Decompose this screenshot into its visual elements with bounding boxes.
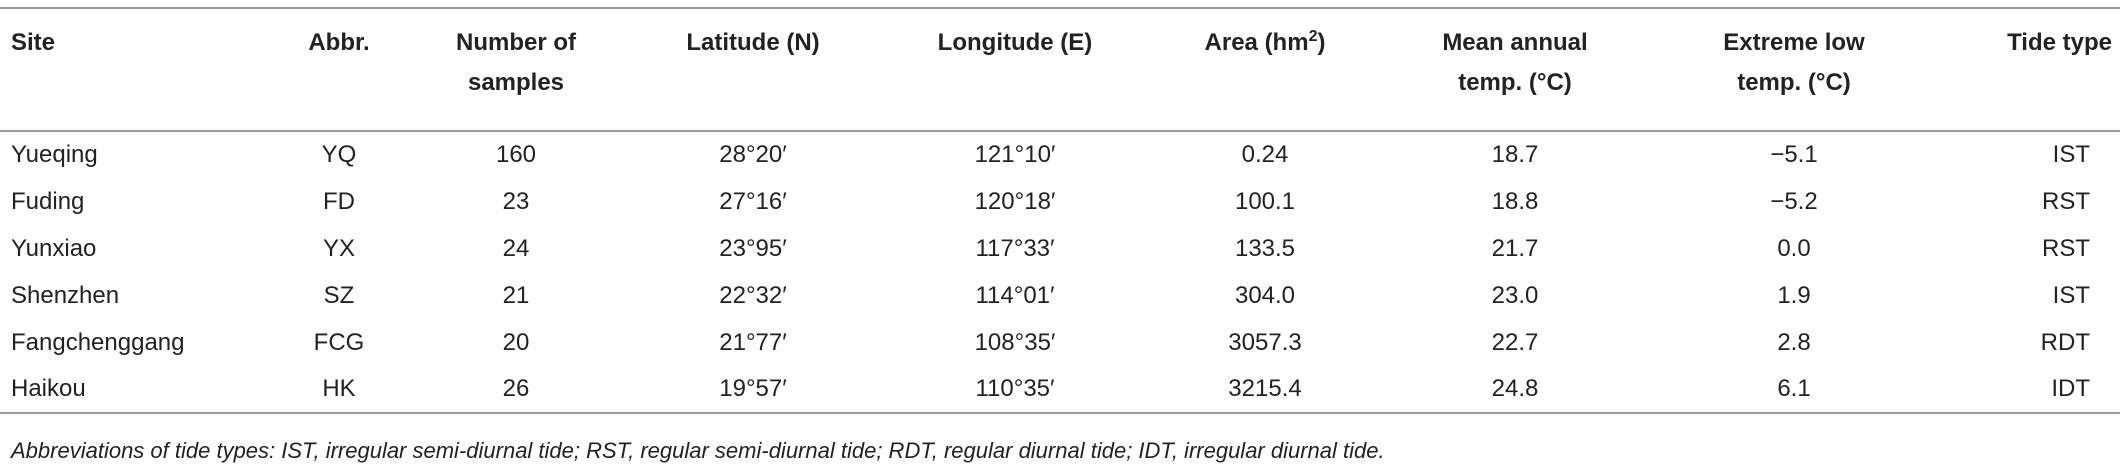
header-cell: Longitude (E)	[937, 29, 1093, 56]
table-cell: Haikou	[11, 375, 86, 402]
table-cell: RST	[2042, 234, 2090, 262]
footnote: Abbreviations of tide types: IST, irregu…	[11, 438, 1385, 463]
table-cell: YX	[322, 234, 355, 262]
table-cell: 24.8	[1491, 375, 1539, 402]
data-table: Site Abbr. Number of samples Latitude (N)…	[0, 7, 2120, 414]
header-cell: Mean annual temp. (°C)	[1390, 8, 1640, 131]
superscript: 2	[1308, 28, 1318, 45]
table-cell: 0.24	[1241, 141, 1289, 168]
table-cell: IDT	[2051, 375, 2090, 402]
table-cell: 108°35′	[974, 328, 1056, 356]
header-line: Extreme low	[1723, 29, 1865, 56]
header-cell: Latitude (N)	[686, 29, 820, 56]
header-row: Site Abbr. Number of samples Latitude (N)…	[0, 8, 2120, 131]
table-cell: 121°10′	[974, 141, 1056, 168]
table-body: Yueqing YQ 160 28°20′ 121°10′ 0.24 18.7 −5.1 IST…	[0, 131, 2120, 413]
table-cell: 26	[502, 375, 530, 402]
header-cell: Area (hm2)	[1140, 8, 1390, 131]
table-cell: HK	[322, 375, 356, 402]
table-row: Yueqing YQ 160 28°20′ 121°10′ 0.24 18.7 −5.1 IST	[0, 131, 2120, 178]
table-cell: 20	[502, 328, 530, 356]
table-cell: 21	[502, 281, 530, 309]
table-cell: 133.5	[1234, 234, 1296, 262]
table-cell: YQ	[321, 141, 357, 168]
table-cell: RST	[2042, 187, 2090, 215]
table-cell: 21.7	[1491, 234, 1539, 262]
table-cell: 110°35′	[975, 375, 1055, 402]
header-line: samples	[467, 69, 565, 96]
table-cell: −5.2	[1770, 187, 1818, 215]
table-cell: 22.7	[1491, 328, 1539, 356]
table-cell: 2.8	[1777, 328, 1811, 356]
header-line: Number of	[456, 29, 576, 56]
header-text: Area (hm	[1204, 29, 1309, 56]
table-row: Fuding FD 23 27°16′ 120°18′ 100.1 18.8 −5.2 RST	[0, 178, 2120, 225]
table-cell: 100.1	[1234, 187, 1296, 215]
table-cell: Shenzhen	[11, 281, 120, 309]
table-cell: RDT	[2040, 328, 2090, 356]
table-cell: IST	[2052, 281, 2090, 309]
table-row: Fangchenggang FCG 20 21°77′ 108°35′ 3057.3 22.…	[0, 319, 2120, 366]
table-row: Shenzhen SZ 21 22°32′ 114°01′ 304.0 23.0 1.9 IST	[0, 272, 2120, 319]
header-line: temp. (°C)	[1737, 69, 1851, 96]
table-cell: 18.7	[1491, 141, 1539, 168]
table-cell: Yueqing	[11, 141, 98, 168]
table-cell: Yunxiao	[11, 234, 97, 262]
table-cell: 160	[495, 141, 537, 168]
header-cell: Site	[11, 29, 56, 56]
header-cell: Tide type	[2007, 29, 2112, 56]
header-cell: Extreme low temp. (°C)	[1640, 8, 1948, 131]
header-line: temp. (°C)	[1458, 69, 1572, 96]
header-cell: Abbr.	[308, 29, 370, 56]
header-line: Mean annual	[1442, 29, 1588, 56]
table-cell: 23°95′	[719, 234, 787, 262]
table-cell: IST	[2052, 141, 2090, 168]
table-cell: 19°57′	[719, 375, 787, 402]
table-cell: 304.0	[1234, 281, 1296, 309]
table-cell: Fangchenggang	[11, 328, 185, 356]
table-cell: 24	[502, 234, 530, 262]
table-cell: 3215.4	[1228, 375, 1302, 402]
table-cell: 22°32′	[719, 281, 787, 309]
table-cell: 114°01′	[975, 281, 1055, 309]
table-cell: 28°20′	[719, 141, 787, 168]
table-cell: 23	[502, 187, 530, 215]
table-cell: 23.0	[1491, 281, 1539, 309]
table-cell: FCG	[313, 328, 365, 356]
table-row: Yunxiao YX 24 23°95′ 117°33′ 133.5 21.7 0.0 RST	[0, 225, 2120, 272]
table-cell: 27°16′	[719, 187, 787, 215]
table-cell: 21°77′	[719, 328, 787, 356]
table-cell: 6.1	[1777, 375, 1811, 402]
table-cell: −5.1	[1770, 141, 1818, 168]
table-cell: 3057.3	[1228, 328, 1302, 356]
table-cell: 18.8	[1491, 187, 1539, 215]
table-cell: 0.0	[1777, 234, 1811, 262]
table-row: Haikou HK 26 19°57′ 110°35′ 3215.4 24.8 6.1 IDT	[0, 366, 2120, 413]
header-cell: Number of samples	[416, 8, 616, 131]
table-cell: SZ	[323, 281, 355, 309]
table-cell: 117°33′	[975, 234, 1055, 262]
table-cell: Fuding	[11, 187, 85, 215]
table-cell: 1.9	[1777, 281, 1811, 309]
header-text: )	[1317, 29, 1326, 56]
table-cell: 120°18′	[974, 187, 1056, 215]
table-cell: FD	[323, 187, 355, 215]
